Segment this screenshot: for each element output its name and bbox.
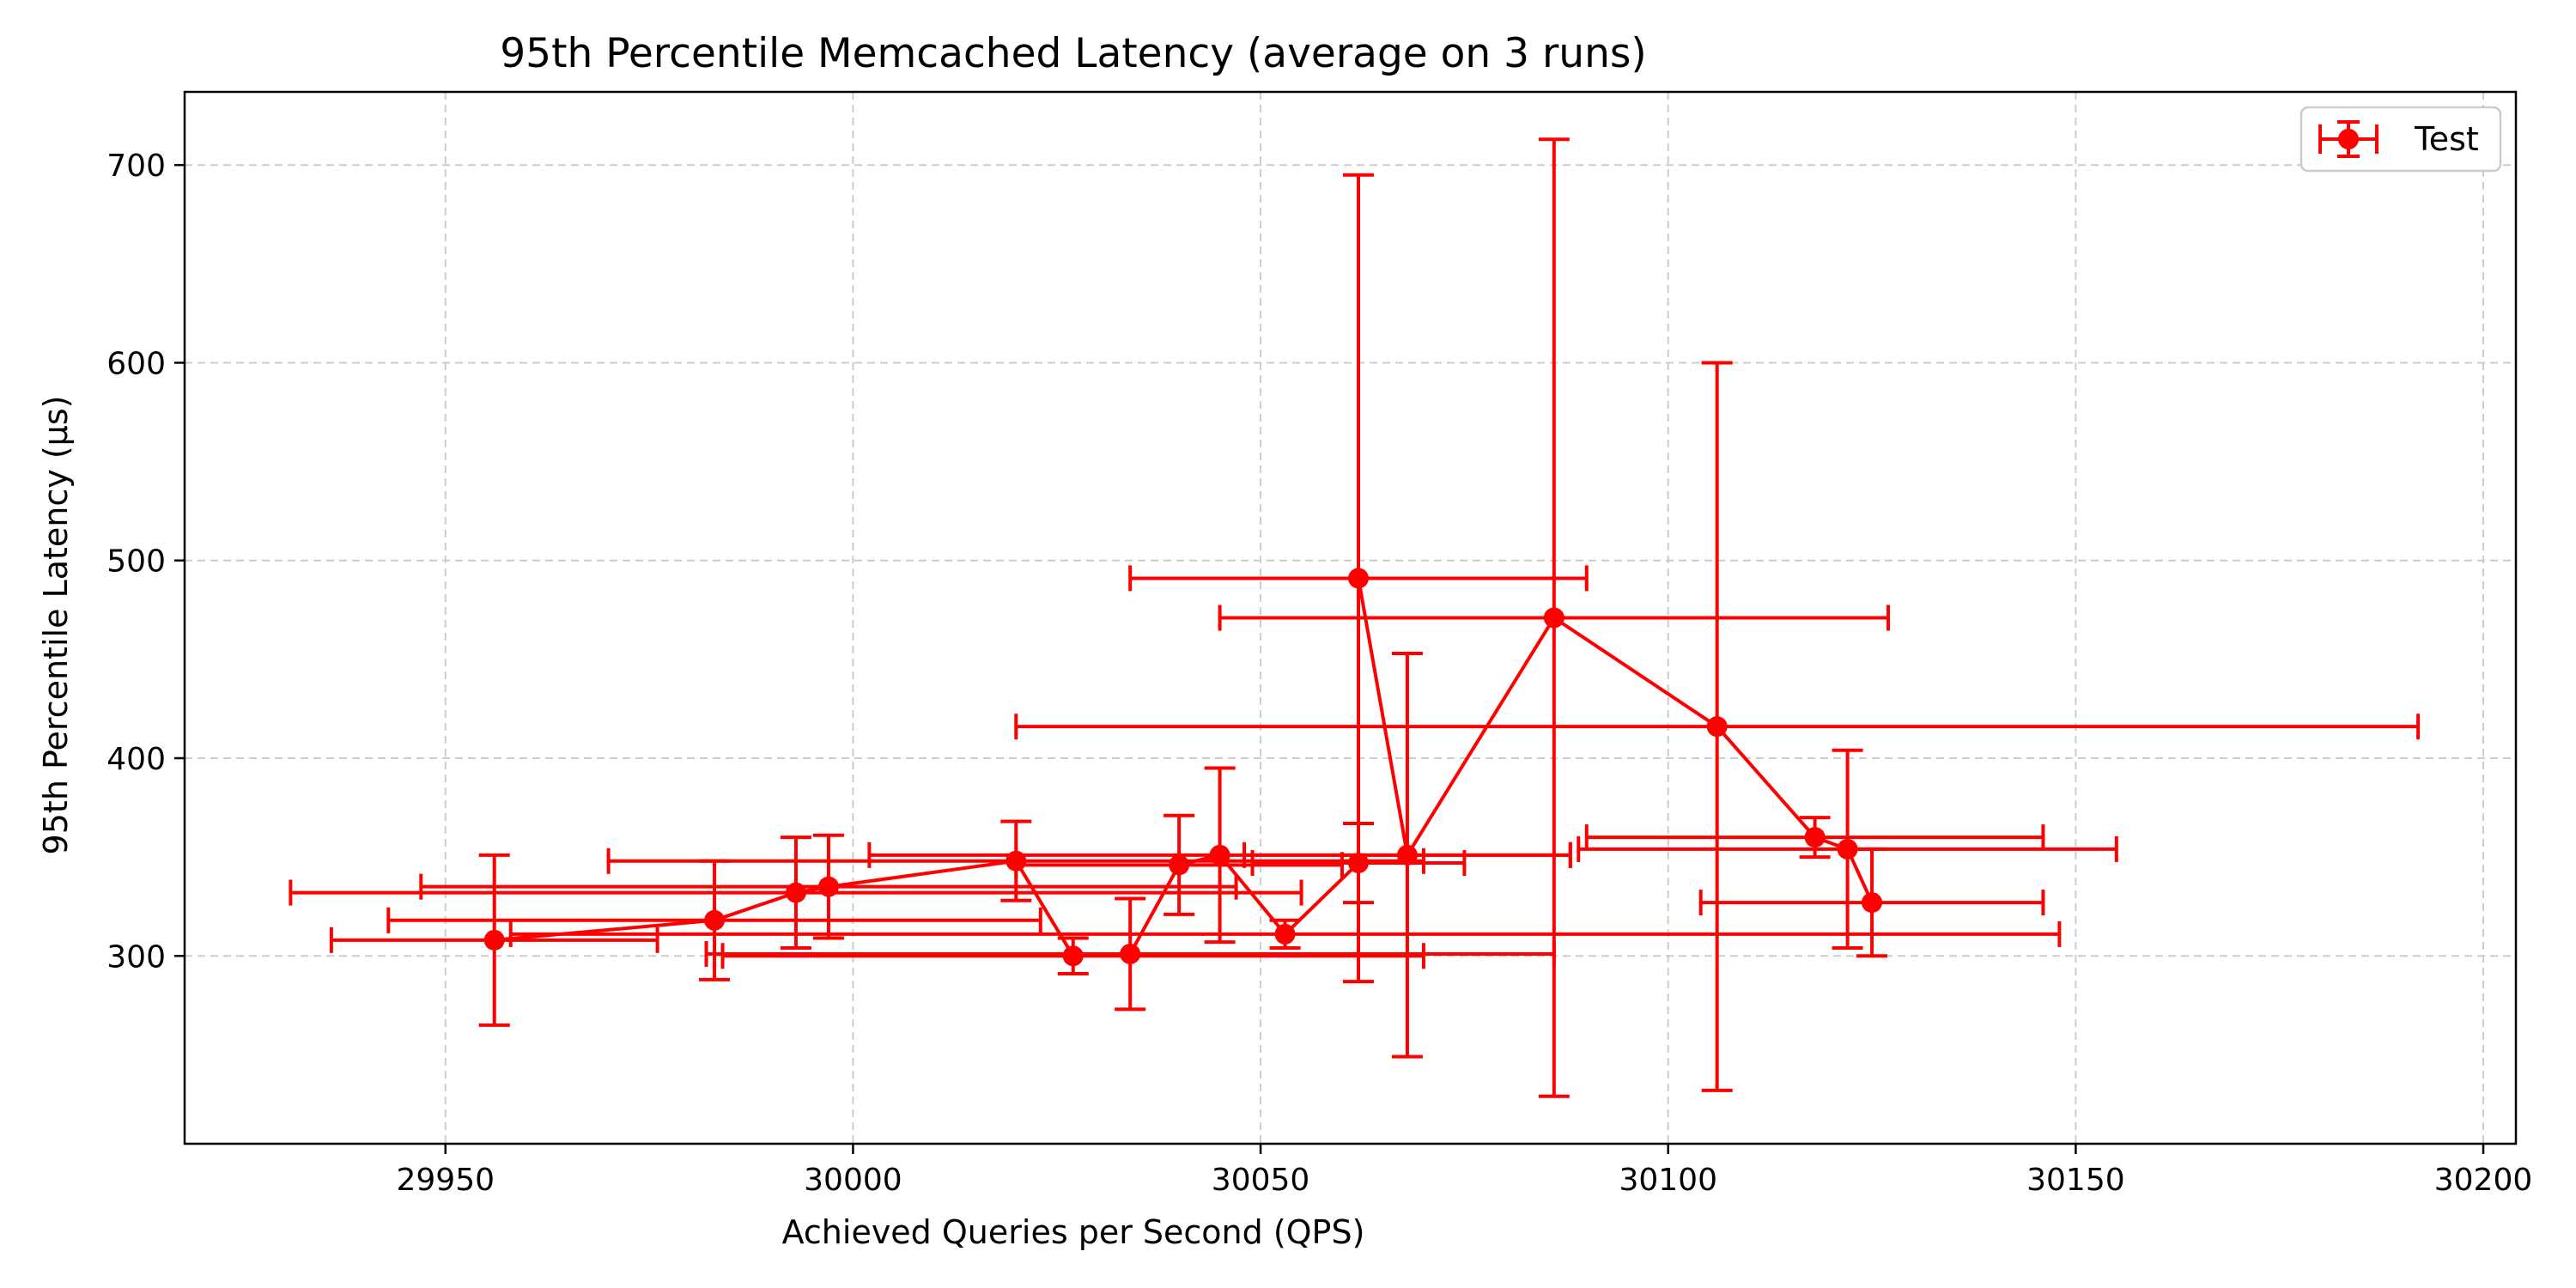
data-point (1347, 853, 1369, 874)
data-point (1169, 854, 1190, 876)
data-point (1837, 838, 1858, 860)
legend-marker (2338, 129, 2359, 149)
y-tick-label: 500 (106, 544, 166, 580)
data-point (483, 929, 505, 951)
y-tick-label: 300 (106, 939, 166, 975)
chart-title: 95th Percentile Memcached Latency (avera… (500, 30, 1646, 77)
data-point (1062, 945, 1084, 967)
y-axis-label: 95th Percentile Latency (µs) (37, 396, 75, 855)
data-point (704, 909, 726, 931)
data-point (1804, 827, 1826, 848)
y-tick-label: 700 (106, 149, 166, 184)
series-test (289, 137, 2421, 1098)
y-tick-label: 600 (106, 346, 166, 381)
x-tick-label: 29950 (397, 1163, 495, 1198)
x-tick-label: 30000 (804, 1163, 902, 1198)
y-tick-label: 400 (106, 742, 166, 777)
plot-area-frame (183, 90, 2518, 1145)
x-axis-label: Achieved Queries per Second (QPS) (782, 1213, 1365, 1251)
axis-ticks: 29950 30000 30050 30100 30150 30200 300 400 500 6… (106, 149, 2532, 1198)
x-tick-label: 30150 (2026, 1163, 2125, 1198)
data-point (1274, 923, 1296, 945)
data-point (1543, 607, 1564, 629)
x-tick-label: 30050 (1212, 1163, 1310, 1198)
data-point (1396, 844, 1418, 866)
data-point (785, 882, 806, 903)
data-point (1862, 892, 1883, 914)
x-tick-label: 30200 (2434, 1163, 2533, 1198)
data-point (1209, 844, 1230, 866)
legend-label-test: Test (2414, 120, 2479, 158)
data-point (1347, 568, 1369, 589)
data-point (1706, 716, 1728, 738)
series-line (494, 576, 1874, 958)
data-point (1005, 850, 1027, 872)
data-point (817, 876, 839, 897)
x-tick-label: 30100 (1619, 1163, 1717, 1198)
legend: Test (2300, 106, 2502, 173)
data-point (1120, 943, 1141, 964)
